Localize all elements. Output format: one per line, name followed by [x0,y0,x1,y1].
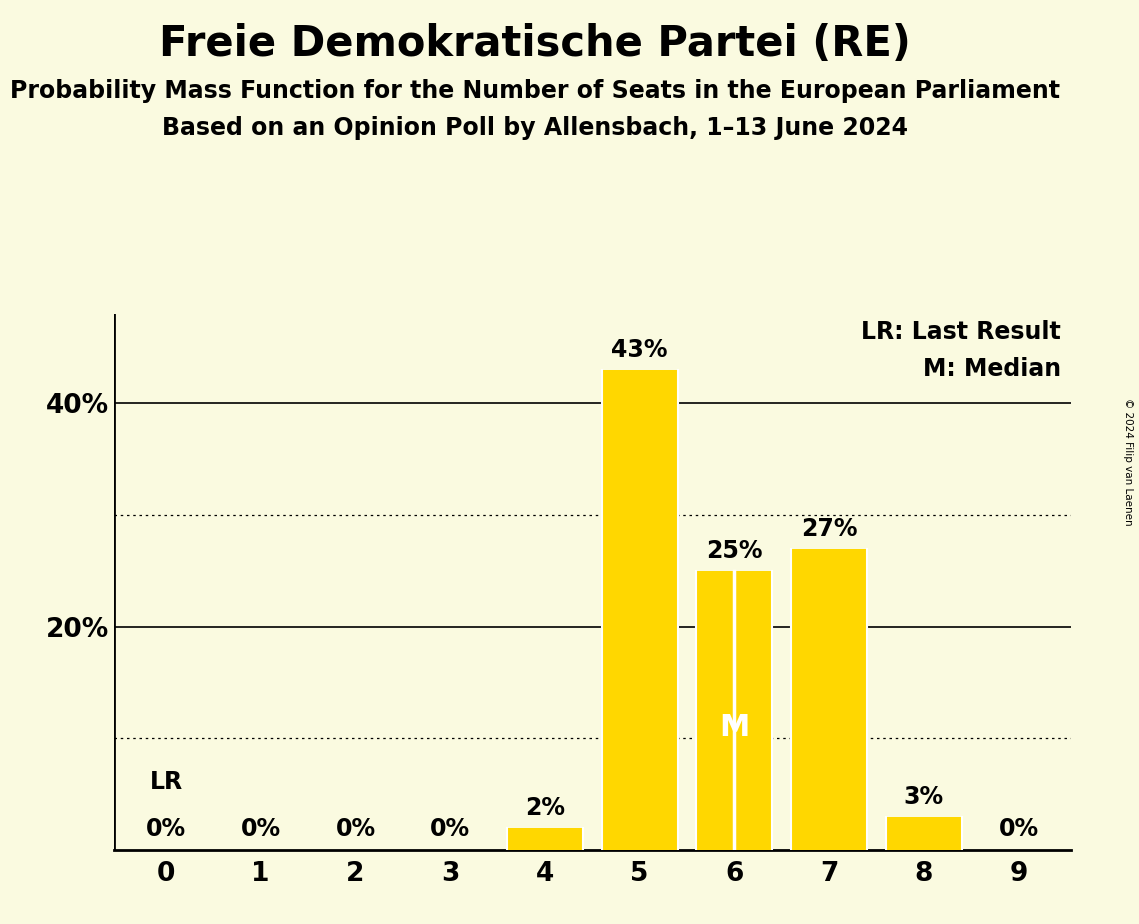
Text: 27%: 27% [801,517,858,541]
Text: 0%: 0% [999,817,1039,841]
Text: Based on an Opinion Poll by Allensbach, 1–13 June 2024: Based on an Opinion Poll by Allensbach, … [163,116,908,140]
Text: LR: Last Result: LR: Last Result [861,320,1062,344]
Text: Freie Demokratische Partei (RE): Freie Demokratische Partei (RE) [159,23,911,65]
Text: 43%: 43% [612,338,667,362]
Bar [886,817,961,850]
Bar [696,571,772,850]
Bar [507,828,583,850]
Text: 0%: 0% [431,817,470,841]
Bar [792,549,867,850]
Text: M: Median: M: Median [923,357,1062,381]
Text: 0%: 0% [335,817,376,841]
Text: 0%: 0% [146,817,186,841]
Text: 0%: 0% [240,817,281,841]
Text: 2%: 2% [525,796,565,820]
Text: 25%: 25% [706,539,763,563]
Text: LR: LR [149,771,182,795]
Text: Probability Mass Function for the Number of Seats in the European Parliament: Probability Mass Function for the Number… [10,79,1060,103]
Text: © 2024 Filip van Laenen: © 2024 Filip van Laenen [1123,398,1133,526]
Text: M: M [719,712,749,742]
Text: 3%: 3% [903,784,944,808]
Bar [601,370,678,850]
